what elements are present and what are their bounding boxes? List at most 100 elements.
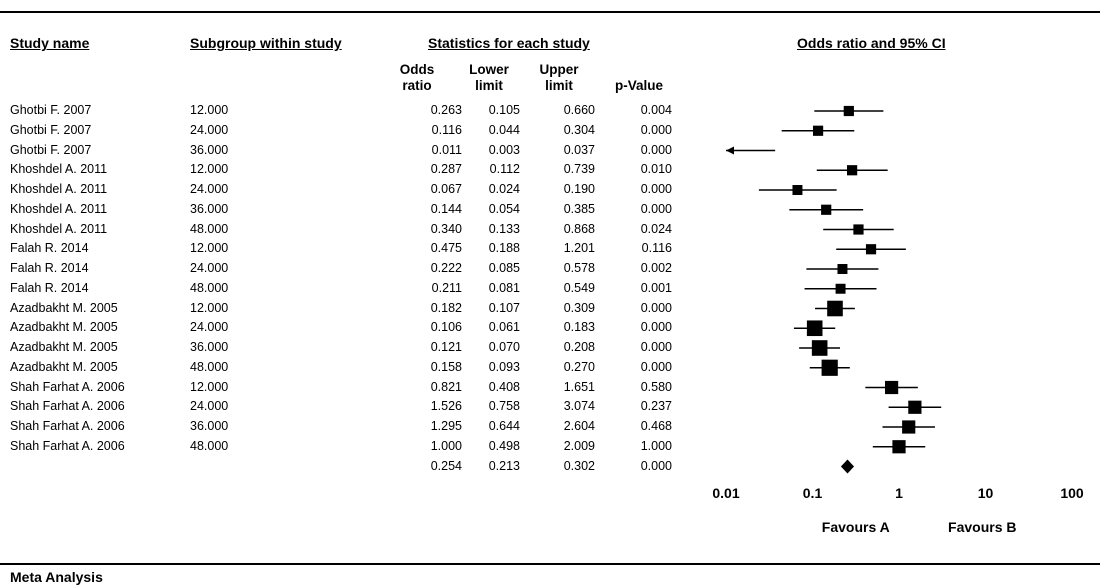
study-name-cell: Azadbakht M. 2005 — [10, 300, 118, 315]
upper-limit-cell: 0.302 — [563, 458, 595, 473]
point-estimate — [908, 400, 922, 414]
p-value-cell: 0.000 — [640, 122, 672, 137]
upper-limit-cell: 2.604 — [563, 419, 595, 433]
odds-ratio-cell: 0.254 — [430, 458, 462, 473]
study-name-cell: Falah R. 2014 — [10, 241, 89, 256]
point-estimate — [884, 380, 899, 395]
table-row: Shah Farhat A. 2006 36.000 1.295 0.644 2.604… — [0, 416, 700, 436]
subgroup-cell: 36.000 — [190, 419, 229, 433]
p-value-cell: 0.004 — [640, 103, 672, 117]
p-value-cell: 0.237 — [640, 399, 672, 414]
p-value-cell: 0.000 — [640, 359, 672, 374]
lower-limit-cell: 0.054 — [488, 201, 520, 216]
odds-ratio-cell: 0.263 — [430, 103, 462, 117]
subgroup-cell: 12.000 — [190, 103, 229, 117]
table-row: Shah Farhat A. 2006 12.000 0.821 0.408 1.651… — [0, 377, 700, 397]
lower-limit-cell: 0.085 — [488, 261, 520, 275]
upper-limit-cell: 0.270 — [563, 359, 595, 374]
table-row: Ghotbi F. 2007 12.000 0.263 0.105 0.660 0.004 — [0, 100, 700, 120]
lower-limit-cell: 0.112 — [489, 162, 520, 177]
table-row: Khoshdel A. 2011 36.000 0.144 0.054 0.385 0.0… — [0, 199, 700, 219]
subgroup-cell: 36.000 — [190, 201, 229, 216]
lower-limit-cell: 0.105 — [488, 103, 520, 117]
subgroup-cell: 48.000 — [190, 280, 229, 295]
upper-limit-cell: 0.037 — [563, 142, 595, 157]
subgroup-cell: 12.000 — [190, 241, 229, 256]
p-value-cell: 0.001 — [640, 280, 672, 295]
p-value-cell: 0.580 — [640, 379, 672, 394]
point-estimate — [792, 185, 803, 195]
subgroup-cell: 36.000 — [190, 340, 229, 354]
odds-ratio-cell: 0.011 — [431, 142, 462, 157]
upper-limit-cell: 2.009 — [563, 438, 595, 453]
p-value-cell: 0.002 — [640, 261, 672, 275]
favours-a-label: Favours A — [822, 519, 890, 535]
header-odds-ratio-ci: Odds ratio and 95% CI — [797, 35, 946, 51]
ci-arrow — [726, 146, 734, 155]
colhead-odds-ratio-line1: Odds — [399, 62, 435, 77]
lower-limit-cell: 0.107 — [488, 300, 520, 315]
summary-diamond — [840, 459, 855, 474]
subgroup-cell: 48.000 — [190, 359, 229, 374]
favours-b-label: Favours B — [948, 519, 1016, 535]
table-row: Azadbakht M. 2005 48.000 0.158 0.093 0.270 0.… — [0, 357, 700, 377]
point-estimate — [865, 244, 877, 255]
table-row: Khoshdel A. 2011 12.000 0.287 0.112 0.739 0.0… — [0, 159, 700, 179]
point-estimate — [806, 320, 823, 337]
footer-meta-analysis: Meta Analysis — [10, 569, 103, 585]
point-estimate — [837, 264, 848, 274]
p-value-cell: 0.024 — [640, 221, 672, 236]
study-name-cell: Ghotbi F. 2007 — [10, 103, 92, 117]
point-estimate — [827, 300, 843, 317]
upper-limit-cell: 0.208 — [563, 340, 595, 354]
subgroup-cell: 12.000 — [190, 162, 229, 177]
colhead-lower-limit: Lower limit — [458, 62, 520, 94]
lower-limit-cell: 0.093 — [488, 359, 520, 374]
upper-limit-cell: 0.304 — [563, 122, 595, 137]
subgroup-cell: 24.000 — [190, 122, 229, 137]
p-value-cell: 1.000 — [640, 438, 672, 453]
point-estimate — [847, 165, 858, 176]
point-estimate — [821, 204, 832, 215]
table-row: Azadbakht M. 2005 12.000 0.182 0.107 0.309 0.… — [0, 298, 700, 318]
point-estimate — [853, 224, 864, 235]
p-value-cell: 0.000 — [640, 340, 672, 354]
subgroup-cell: 36.000 — [190, 142, 229, 157]
upper-limit-cell: 0.183 — [563, 320, 595, 335]
study-name-cell: Falah R. 2014 — [10, 280, 89, 295]
colhead-odds-ratio: Odds ratio — [392, 62, 442, 94]
x-tick-label: 1 — [895, 485, 903, 501]
odds-ratio-cell: 0.121 — [430, 340, 462, 354]
lower-limit-cell: 0.188 — [488, 241, 520, 256]
table-row: Khoshdel A. 2011 48.000 0.340 0.133 0.868 0.0… — [0, 219, 700, 239]
subgroup-cell: 24.000 — [190, 182, 229, 196]
x-tick-label: 100 — [1060, 485, 1084, 501]
odds-ratio-cell: 0.222 — [430, 261, 462, 275]
subgroup-cell: 48.000 — [190, 221, 229, 236]
odds-ratio-cell: 0.211 — [431, 280, 462, 295]
table-row: Falah R. 2014 24.000 0.222 0.085 0.578 0.002 — [0, 258, 700, 278]
study-name-cell: Azadbakht M. 2005 — [10, 320, 118, 335]
upper-limit-cell: 0.309 — [563, 300, 595, 315]
colhead-lower-limit-line1: Lower — [469, 62, 509, 77]
p-value-cell: 0.116 — [641, 241, 672, 256]
lower-limit-cell: 0.024 — [488, 182, 520, 196]
subgroup-cell: 12.000 — [190, 379, 229, 394]
colhead-p-value-line1: p-Value — [614, 78, 663, 93]
point-estimate — [892, 440, 906, 454]
upper-limit-cell: 0.190 — [563, 182, 595, 196]
odds-ratio-cell: 0.067 — [430, 182, 462, 196]
study-name-cell: Azadbakht M. 2005 — [10, 359, 118, 374]
colhead-upper-limit-line1: Upper — [539, 62, 579, 77]
header-subgroup: Subgroup within study — [190, 35, 342, 51]
odds-ratio-cell: 0.106 — [430, 320, 462, 335]
subgroup-cell: 12.000 — [190, 300, 229, 315]
colhead-upper-limit: Upper limit — [528, 62, 590, 94]
study-name-cell: Shah Farhat A. 2006 — [10, 399, 125, 414]
lower-limit-cell: 0.213 — [488, 458, 520, 473]
study-name-cell: Shah Farhat A. 2006 — [10, 438, 125, 453]
forest-plot: 0.01 0.1 1 10 100 Favours A Favours B — [712, 105, 1084, 535]
x-tick-label: 10 — [978, 485, 994, 501]
p-value-cell: 0.000 — [640, 201, 672, 216]
upper-limit-cell: 0.578 — [563, 261, 595, 275]
